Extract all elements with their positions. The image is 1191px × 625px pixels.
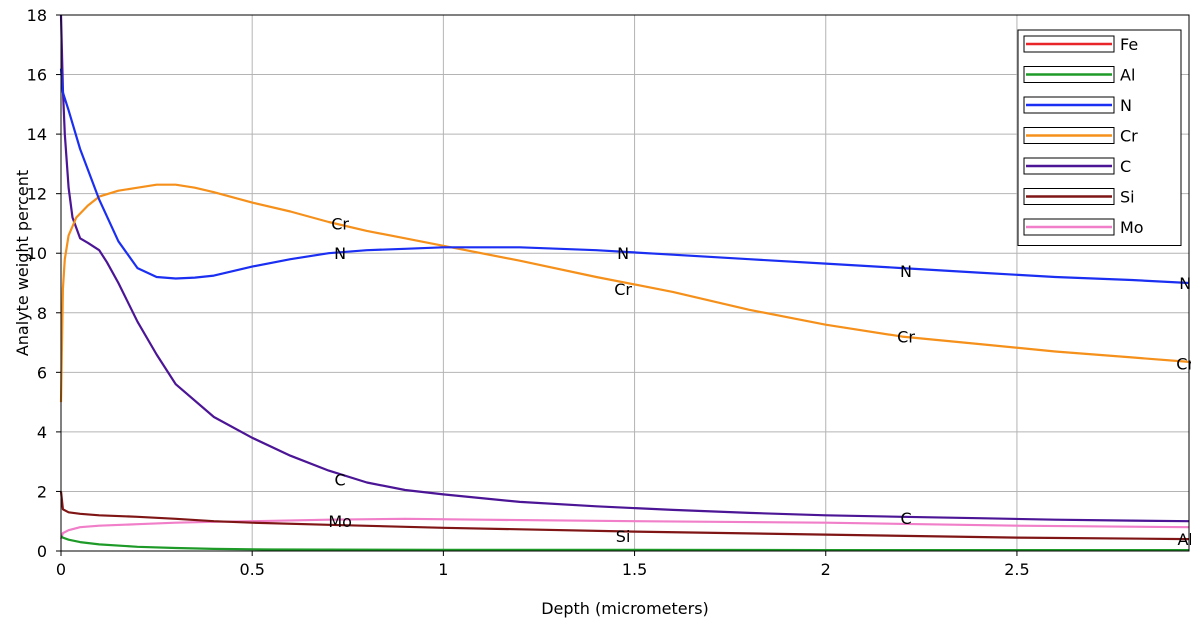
legend-item-fe: Fe <box>1023 35 1138 54</box>
curve-label: Mo <box>328 512 352 531</box>
curve-label: N <box>900 262 912 281</box>
grid <box>61 15 1189 551</box>
curve-label: N <box>334 244 346 263</box>
y-axis-title: Analyte weight percent <box>13 170 32 356</box>
y-tick-label: 18 <box>27 6 47 25</box>
y-tick-label: 8 <box>37 304 47 323</box>
y-tick-label: 6 <box>37 363 47 382</box>
x-tick-label: 0.5 <box>239 560 264 579</box>
curve-label: Cr <box>1176 354 1191 373</box>
y-tick-label: 10 <box>27 244 47 263</box>
y-tick-label: 4 <box>37 423 47 442</box>
series-line-al <box>60 535 1189 552</box>
x-tick-label: 2 <box>821 560 831 579</box>
curve-label: Si <box>616 527 631 546</box>
curve-label: Al <box>1177 530 1191 549</box>
legend-item-cr: Cr <box>1023 127 1138 146</box>
curve-label: Cr <box>614 280 632 299</box>
x-tick-label: 2.5 <box>1004 560 1029 579</box>
y-tick-label: 16 <box>27 66 47 85</box>
curve-label: Cr <box>897 328 915 347</box>
x-tick-label: 1.5 <box>622 560 647 579</box>
legend-label: C <box>1120 157 1131 176</box>
y-tick-label: 14 <box>27 125 47 144</box>
legend: Fe Al N Cr C Si Mo <box>1017 29 1182 246</box>
legend-label: Cr <box>1120 127 1138 146</box>
legend-label: Si <box>1120 188 1135 207</box>
x-tick-label: 0 <box>56 560 66 579</box>
series-line-n <box>59 68 1190 285</box>
plot-frame <box>60 14 1190 552</box>
x-axis-title: Depth (micrometers) <box>541 599 709 618</box>
y-axis-ticks: 0 2 4 6 8 10 12 14 16 18 <box>27 6 61 561</box>
series-line-c <box>59 14 1190 523</box>
x-axis-ticks: 0 0.5 1 1.5 2 2.5 <box>56 551 1030 579</box>
legend-item-mo: Mo <box>1023 218 1144 237</box>
inline-labels: Cr N N Cr N Cr N Cr C Mo C Si Al <box>328 214 1191 549</box>
curve-label: N <box>1179 274 1191 293</box>
legend-label: Mo <box>1120 218 1144 237</box>
legend-item-n: N <box>1023 96 1132 115</box>
y-tick-label: 0 <box>37 542 47 561</box>
legend-label: Al <box>1120 66 1135 85</box>
legend-label: N <box>1120 96 1132 115</box>
series-line-si <box>59 491 1190 541</box>
series-layer <box>59 14 1190 552</box>
legend-item-c: C <box>1023 157 1131 176</box>
y-tick-label: 12 <box>27 185 47 204</box>
curve-label: Cr <box>331 214 349 233</box>
legend-item-si: Si <box>1023 188 1135 207</box>
x-tick-label: 1 <box>438 560 448 579</box>
y-tick-label: 2 <box>37 482 47 501</box>
curve-label: C <box>335 471 346 490</box>
curve-label: N <box>617 244 629 263</box>
curve-label: C <box>900 509 911 528</box>
legend-label: Fe <box>1120 35 1138 54</box>
legend-item-al: Al <box>1023 66 1135 85</box>
series-line-cr <box>59 183 1190 403</box>
